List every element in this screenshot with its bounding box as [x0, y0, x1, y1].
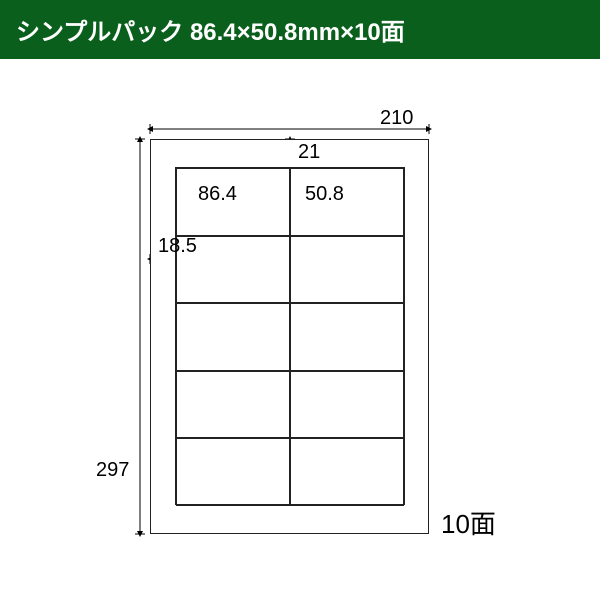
- face-count-caption: 10面: [441, 504, 496, 541]
- diagram-canvas: 10面 210 21 86.4 50.8 18.5 297: [0, 59, 600, 599]
- dim-sheet-width: 210: [380, 107, 413, 130]
- label-grid: [175, 167, 405, 505]
- label-row: [176, 236, 404, 304]
- dim-label-height: 50.8: [305, 183, 344, 206]
- dim-label-width: 86.4: [198, 183, 237, 206]
- label-row: [176, 438, 404, 506]
- dim-top-margin: 21: [298, 141, 320, 164]
- label-row: [176, 371, 404, 439]
- dim-left-margin: 18.5: [158, 235, 197, 258]
- label-cell: [290, 371, 404, 439]
- label-cell: [176, 371, 290, 439]
- label-cell: [290, 303, 404, 371]
- title-banner: シンプルパック 86.4×50.8mm×10面: [0, 0, 600, 59]
- label-cell: [176, 303, 290, 371]
- label-cell: [290, 236, 404, 304]
- label-row: [176, 303, 404, 371]
- label-cell: [290, 438, 404, 506]
- dim-sheet-height: 297: [96, 459, 129, 482]
- label-cell: [176, 438, 290, 506]
- banner-text: シンプルパック 86.4×50.8mm×10面: [16, 19, 405, 46]
